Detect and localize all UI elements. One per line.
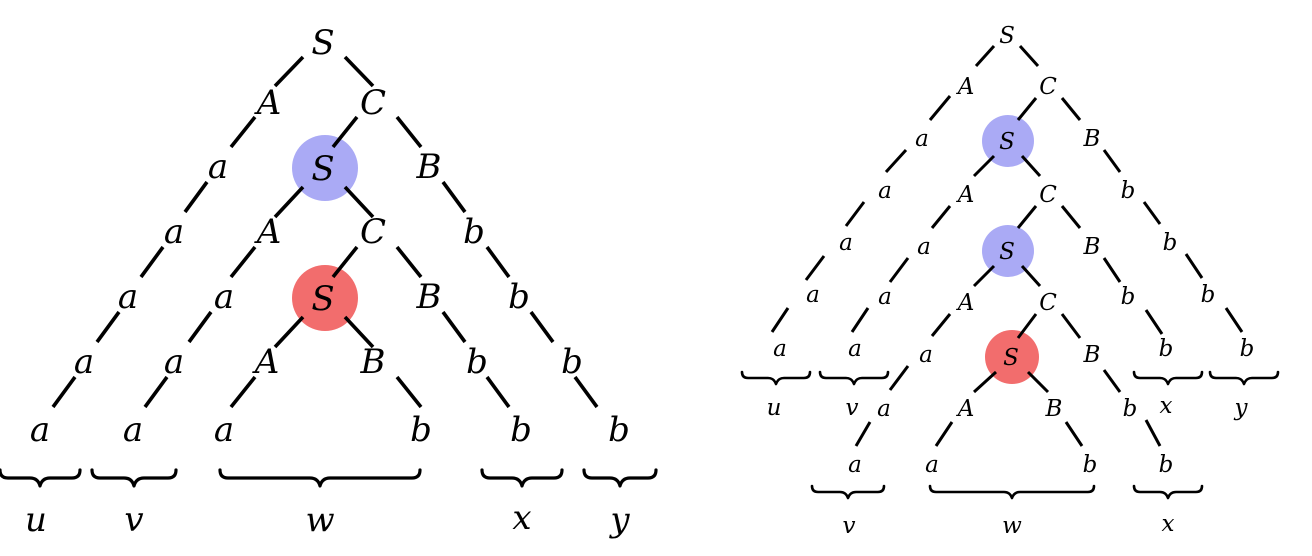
right-tree-nodes: S A C a S B a A C b a a S B b a a A C b … — [773, 23, 1254, 478]
right-braces: u v x y v w x — [740, 370, 1280, 539]
left-node: a — [214, 410, 234, 450]
left-node: a — [164, 212, 184, 252]
left-node: b — [561, 342, 583, 382]
right-node: b — [1159, 452, 1174, 478]
right-highlight-red — [985, 330, 1039, 384]
left-parse-tree: S A C a S B a A C b a a S B b a a A B b … — [0, 23, 658, 540]
right-node: C — [1039, 74, 1057, 100]
right-node: a — [848, 452, 862, 478]
left-node: A — [254, 83, 282, 123]
right-parse-tree: S A C a S B a A C b a a S B b a a A C b … — [740, 23, 1280, 539]
right-node: b — [1240, 336, 1255, 362]
right-node: a — [806, 282, 820, 308]
right-brace-label: u — [767, 395, 782, 421]
left-node: C — [360, 83, 386, 123]
left-node: a — [208, 147, 228, 187]
right-brace-label: v — [843, 513, 856, 539]
right-brace-label: w — [1002, 513, 1022, 539]
left-brace-label: x — [512, 498, 531, 538]
left-node: a — [74, 342, 94, 382]
right-brace-label: y — [1234, 395, 1249, 421]
left-node: S — [311, 149, 334, 189]
right-node: C — [1039, 290, 1057, 316]
right-highlight-blue — [982, 115, 1034, 167]
right-brace-label: v — [846, 395, 859, 421]
left-node: b — [510, 410, 532, 450]
left-node: a — [123, 410, 143, 450]
left-node: B — [416, 147, 442, 187]
left-node: a — [164, 342, 184, 382]
left-node: A — [252, 342, 280, 382]
right-node: a — [773, 336, 787, 362]
left-node: A — [254, 212, 282, 252]
right-node-root: S — [999, 23, 1015, 49]
right-node: b — [1159, 336, 1174, 362]
right-node: a — [878, 178, 892, 204]
right-highlight-blue — [982, 225, 1034, 277]
left-node: B — [360, 342, 386, 382]
right-node: A — [956, 290, 975, 316]
right-node: b — [1083, 452, 1098, 478]
left-node: b — [608, 410, 630, 450]
right-node: a — [878, 284, 892, 310]
left-node: b — [410, 410, 432, 450]
right-node: B — [1083, 234, 1101, 260]
right-node: b — [1123, 396, 1138, 422]
left-tree-nodes: S A C a S B a A C b a a S B b a a A B b … — [30, 23, 630, 450]
left-brace-label: w — [305, 500, 334, 540]
right-node: S — [1003, 345, 1019, 371]
right-node: C — [1039, 182, 1057, 208]
right-node: B — [1045, 396, 1063, 422]
right-node: a — [877, 396, 891, 422]
left-node: B — [416, 277, 442, 317]
left-node: C — [360, 212, 386, 252]
right-brace-label: x — [1162, 511, 1175, 537]
right-node: b — [1163, 230, 1178, 256]
left-node: b — [466, 342, 488, 382]
right-node: B — [1083, 126, 1101, 152]
right-node: b — [1201, 282, 1216, 308]
right-node: A — [956, 396, 975, 422]
right-node: A — [956, 74, 975, 100]
left-braces: u v w x y — [0, 468, 658, 540]
right-node: A — [956, 182, 975, 208]
right-brace-label: x — [1160, 393, 1173, 419]
left-highlight-blue — [292, 135, 358, 201]
left-highlight-red — [292, 265, 358, 331]
right-node: b — [1121, 284, 1136, 310]
left-brace-label: y — [608, 500, 630, 540]
right-node: B — [1083, 342, 1101, 368]
right-node: S — [999, 129, 1015, 155]
left-node: a — [214, 277, 234, 317]
right-node: a — [919, 342, 933, 368]
left-node: a — [118, 277, 138, 317]
left-node: b — [508, 277, 530, 317]
right-node: a — [925, 452, 939, 478]
right-node: a — [915, 126, 929, 152]
right-node: a — [839, 230, 853, 256]
right-node: S — [999, 239, 1015, 265]
left-tree-edges — [51, 55, 599, 409]
left-node: S — [311, 279, 334, 319]
left-brace-label: u — [25, 500, 47, 540]
left-node: b — [463, 212, 485, 252]
right-node: b — [1121, 178, 1136, 204]
right-node: a — [917, 234, 931, 260]
left-node-root: S — [311, 23, 334, 63]
right-tree-edges — [770, 44, 1244, 447]
left-node: a — [30, 410, 50, 450]
right-node: a — [848, 336, 862, 362]
left-brace-label: v — [124, 500, 143, 540]
